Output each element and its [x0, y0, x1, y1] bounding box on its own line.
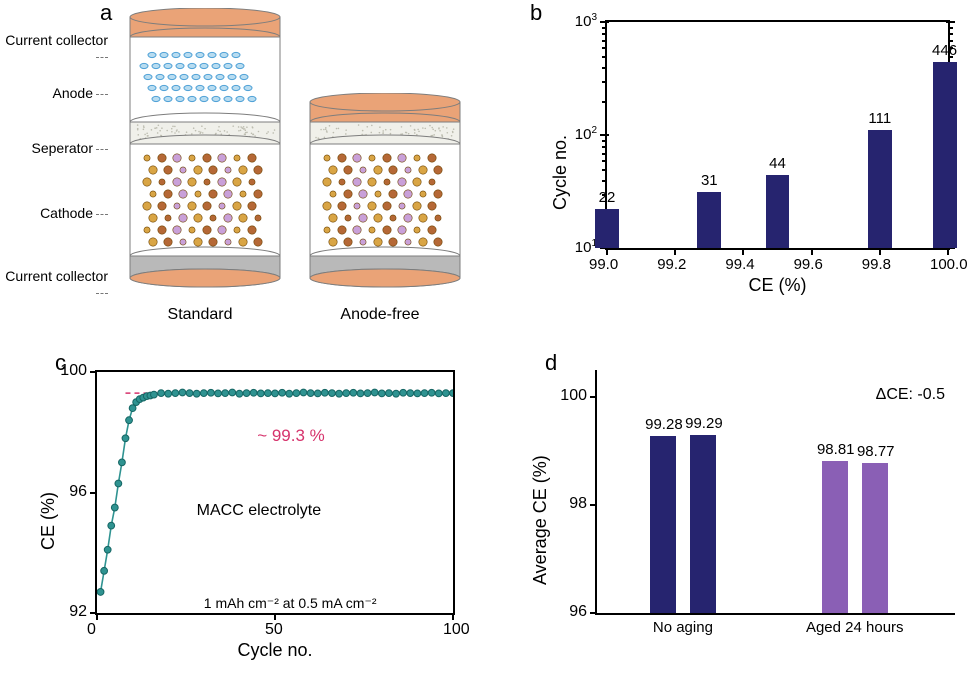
cell-name: Anode-free [305, 306, 455, 324]
panel-a: a Current collector Anode Seperator Cath… [0, 0, 480, 330]
panel-d-label: d [545, 350, 557, 376]
bar [690, 435, 716, 613]
battery-cell: Anode-free [305, 93, 455, 324]
panel-a-label: a [100, 0, 112, 26]
chart-b: 10110210399.099.299.499.699.8100.0223144… [605, 20, 950, 250]
xtick-label: 0 [87, 621, 96, 639]
layer-label: Anode [53, 85, 93, 101]
layer-label: Cathode [40, 205, 93, 221]
bar [766, 175, 790, 248]
bar [822, 461, 848, 613]
bar [868, 130, 892, 248]
ytick-label: 92 [69, 603, 87, 621]
bar-label: 99.29 [680, 415, 728, 432]
cell-name: Standard [125, 306, 275, 324]
bar-label: 111 [858, 110, 902, 127]
bar-label: 446 [923, 42, 967, 59]
chart-annotation: 1 mAh cm⁻² at 0.5 mA cm⁻² [204, 595, 377, 612]
xtick-label: 99.6 [794, 256, 823, 273]
bar [595, 209, 619, 248]
chart-annotation: MACC electrolyte [197, 502, 321, 520]
panel-b-ytitle: Cycle no. [550, 135, 571, 210]
group-label: No aging [623, 619, 743, 636]
layer-label: Current collector [5, 268, 108, 284]
panel-b: b Cycle no. 101 102 103 99.0 99.2 99.4 99.6 99.… [530, 0, 960, 300]
xtick-label: 50 [265, 621, 283, 639]
ytick-label: 103 [575, 12, 597, 30]
bar-label: 31 [687, 172, 731, 189]
group-label: Aged 24 hours [795, 619, 915, 636]
panel-d-ytitle: Average CE (%) [530, 455, 551, 585]
xtick-label: 100.0 [930, 256, 968, 273]
bar-label: 98.77 [852, 443, 900, 460]
ytick-label: 102 [575, 125, 597, 143]
chart-d: 969810099.2899.2998.8198.77No agingAged … [595, 370, 955, 615]
ytick-label: 100 [60, 362, 87, 380]
bar-label: 22 [585, 189, 629, 206]
panel-c-ytitle: CE (%) [38, 492, 59, 550]
ytick-label: 96 [69, 483, 87, 501]
battery-cell: Standard [125, 8, 275, 324]
panel-d: d Average CE (%) 969810099.2899.2998.819… [530, 350, 960, 670]
ytick-label: 98 [569, 495, 587, 513]
panel-c: c CE (%) 0501009296100~ 99.3 %MACC elect… [30, 350, 460, 670]
panel-c-xtitle: Cycle no. [95, 640, 455, 661]
bar [697, 192, 721, 248]
bar [933, 62, 957, 248]
bar [862, 463, 888, 613]
ytick-label: 100 [560, 387, 587, 405]
bar [650, 436, 676, 613]
delta-annotation: ΔCE: -0.5 [876, 386, 945, 404]
chart-annotation: ~ 99.3 % [257, 426, 325, 446]
xtick-label: 99.0 [589, 256, 618, 273]
ytick-label: 101 [575, 238, 597, 256]
chart-c: 0501009296100~ 99.3 %MACC electrolyte1 m… [95, 370, 455, 615]
xtick-label: 99.8 [862, 256, 891, 273]
panel-b-xtitle: CE (%) [605, 275, 950, 296]
layer-label: Seperator [32, 140, 93, 156]
panel-b-label: b [530, 0, 542, 26]
ytick-label: 96 [569, 603, 587, 621]
xtick-label: 100 [443, 621, 470, 639]
layer-label: Current collector [5, 32, 108, 48]
xtick-label: 99.2 [657, 256, 686, 273]
bar-label: 44 [756, 155, 800, 172]
xtick-label: 99.4 [725, 256, 754, 273]
